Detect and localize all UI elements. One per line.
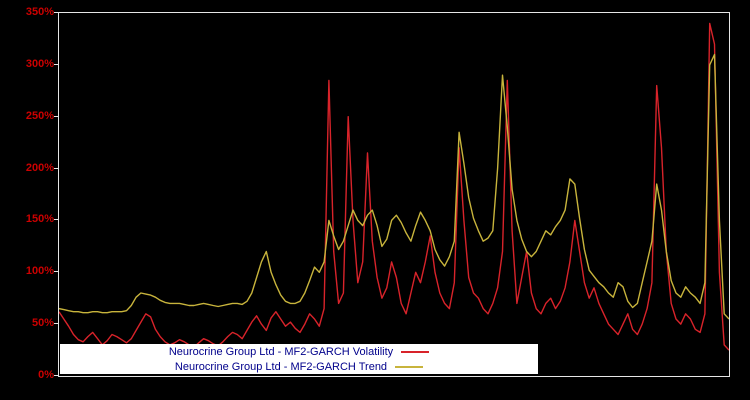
- y-tick-mark: [54, 115, 58, 117]
- chart-canvas: [58, 12, 730, 377]
- y-tick-mark: [54, 323, 58, 325]
- y-tick-text: 350%: [25, 6, 54, 18]
- legend-line-sample: [401, 350, 430, 353]
- y-tick-mark: [54, 219, 58, 221]
- y-tick-mark: [54, 375, 58, 376]
- y-tick-text: 0%: [38, 369, 54, 381]
- y-tick-text: 100%: [25, 265, 54, 278]
- legend-line-sample: [395, 365, 424, 368]
- legend-item: Neurocrine Group Ltd - MF2-GARCH Trend: [60, 360, 538, 374]
- y-tick-mark: [54, 271, 58, 273]
- legend-label: Neurocrine Group Ltd - MF2-GARCH Volatil…: [168, 345, 394, 358]
- legend-item: Neurocrine Group Ltd - MF2-GARCH Volatil…: [60, 345, 538, 359]
- y-tick-text: 50%: [31, 317, 54, 330]
- y-tick-text: 150%: [25, 213, 54, 226]
- y-tick-mark: [54, 12, 58, 13]
- y-tick-text: 250%: [25, 109, 54, 122]
- y-tick-mark: [54, 63, 58, 65]
- y-tick-text: 200%: [25, 161, 54, 174]
- y-tick-text: 300%: [25, 57, 54, 70]
- y-tick-mark: [54, 167, 58, 169]
- legend-label: Neurocrine Group Ltd - MF2-GARCH Trend: [174, 360, 388, 373]
- legend: Neurocrine Group Ltd - MF2-GARCH Volatil…: [60, 344, 538, 374]
- series-line-trend: [59, 53, 729, 320]
